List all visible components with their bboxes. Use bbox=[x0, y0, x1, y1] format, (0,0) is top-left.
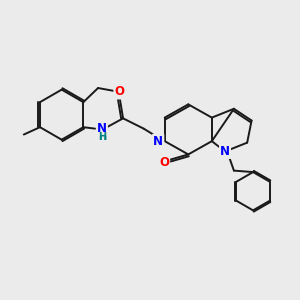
Text: N: N bbox=[97, 122, 107, 135]
Text: O: O bbox=[115, 85, 124, 98]
Text: O: O bbox=[159, 156, 169, 169]
Text: O: O bbox=[159, 156, 169, 169]
Text: N: N bbox=[153, 135, 163, 148]
Text: H: H bbox=[98, 132, 106, 142]
Text: H: H bbox=[98, 132, 106, 142]
Text: N: N bbox=[153, 135, 163, 148]
Text: O: O bbox=[115, 85, 124, 98]
Text: N: N bbox=[97, 122, 107, 135]
Text: N: N bbox=[220, 145, 230, 158]
Text: N: N bbox=[220, 145, 230, 158]
